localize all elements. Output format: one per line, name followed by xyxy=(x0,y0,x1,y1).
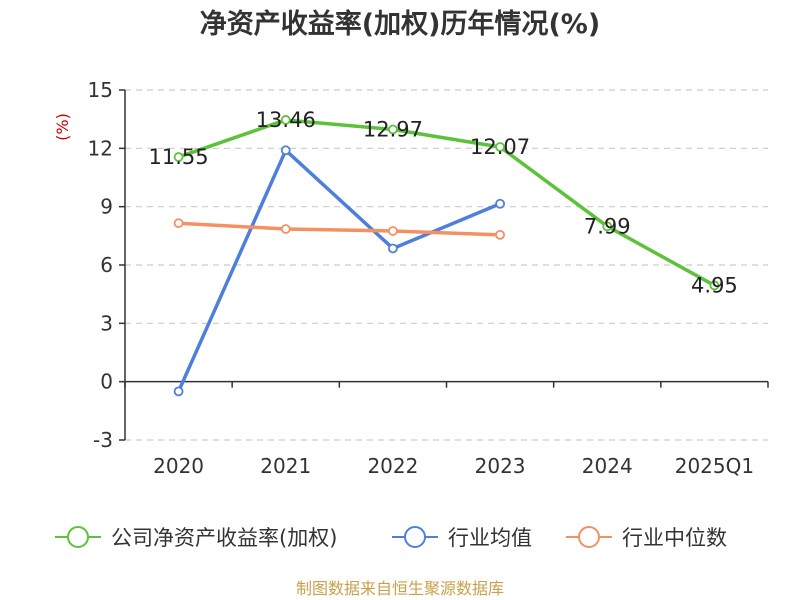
y-tick-label: 9 xyxy=(100,195,113,219)
y-tick-label: -3 xyxy=(93,428,113,452)
data-point xyxy=(388,226,398,236)
y-axis-unit-label: (%) xyxy=(53,113,72,141)
legend-marker xyxy=(67,526,89,548)
series-layer xyxy=(173,115,720,397)
data-point xyxy=(388,124,398,135)
data-label: 12.97 xyxy=(363,117,423,141)
data-point xyxy=(280,145,291,156)
chart-title: 净资产收益率(加权)历年情况(%) xyxy=(200,8,600,40)
x-tick-label: 2021 xyxy=(260,454,311,478)
data-label: 12.07 xyxy=(470,135,530,159)
data-point xyxy=(388,243,398,254)
source-note: 制图数据来自恒生聚源数据库 xyxy=(296,579,504,598)
data-point xyxy=(495,229,505,240)
y-tick-label: 3 xyxy=(100,311,113,335)
y-tick-label: 6 xyxy=(100,253,113,277)
data-label: 7.99 xyxy=(584,214,631,238)
x-tick-label: 2022 xyxy=(367,454,418,478)
y-tick-label: 0 xyxy=(100,370,113,394)
series-line xyxy=(176,221,502,237)
axes: -3 0 3 6 9 12 15 2020 2021 2022 2023 2024 2025Q1 xyxy=(88,78,769,478)
data-label: 13.46 xyxy=(256,108,316,132)
legend-marker xyxy=(404,526,426,548)
data-point xyxy=(280,115,291,125)
series-line xyxy=(176,118,717,288)
series-line xyxy=(176,148,502,394)
data-label: 4.95 xyxy=(691,273,738,297)
data-point xyxy=(173,386,184,397)
data-label: 11.55 xyxy=(149,145,209,169)
legend-label: 行业中位数 xyxy=(622,526,727,550)
data-point xyxy=(709,280,720,291)
data-point xyxy=(602,221,613,232)
legend-label: 行业均值 xyxy=(448,526,532,550)
y-tick-label: 15 xyxy=(88,78,113,102)
x-tick-label: 2024 xyxy=(582,454,633,478)
legend-marker xyxy=(578,526,600,548)
data-point xyxy=(173,152,184,162)
legend-label: 公司净资产收益率(加权) xyxy=(111,526,337,550)
data-point xyxy=(173,218,184,229)
data-point xyxy=(495,198,505,209)
x-tick-label: 2023 xyxy=(475,454,526,478)
data-point xyxy=(280,224,291,234)
y-tick-label: 12 xyxy=(88,136,113,160)
data-point xyxy=(495,142,505,152)
data-labels: 11.55 13.46 12.97 12.07 7.99 4.95 xyxy=(149,108,738,297)
grid-lines xyxy=(125,89,768,441)
x-tick-label: 2020 xyxy=(153,454,204,478)
x-tick-label: 2025Q1 xyxy=(675,454,754,478)
legend: 公司净资产收益率(加权) 行业均值 行业中位数 xyxy=(55,526,727,550)
